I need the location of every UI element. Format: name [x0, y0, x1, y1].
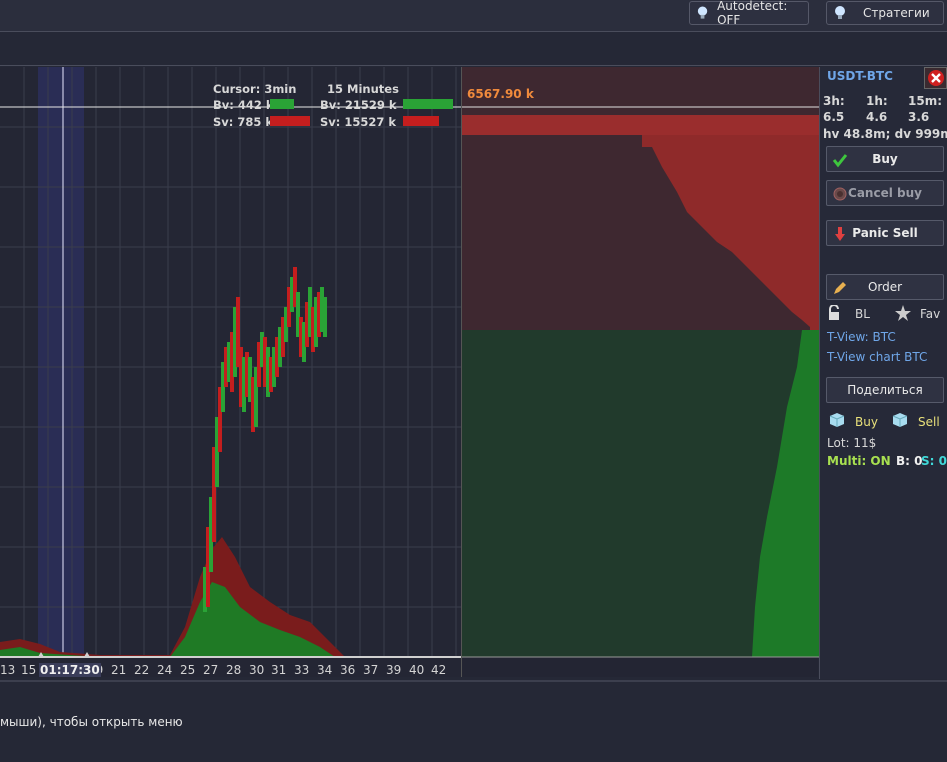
- x-tick: 42: [431, 663, 447, 677]
- price-chart[interactable]: Cursor: 3min 15 Minutes Bv: 442 k Bv: 21…: [0, 67, 461, 677]
- status-area: [0, 680, 947, 762]
- bv-interval-swatch: [403, 99, 453, 109]
- cube-buy-label[interactable]: Buy: [855, 415, 878, 429]
- s-count: S: 0: [921, 454, 947, 468]
- x-tick: 33: [294, 663, 310, 677]
- b-count: B: 0: [896, 454, 923, 468]
- autodetect-button[interactable]: Autodetect: OFF: [689, 0, 809, 27]
- bv-interval: Bv: 21529 k: [320, 98, 397, 112]
- lot-label: Lot: 11$: [827, 436, 877, 450]
- strategies-label: Стратегии: [863, 6, 930, 20]
- lightbulb-icon: [835, 6, 845, 19]
- depth-canvas: [462, 67, 819, 658]
- checkmark-icon: [832, 154, 848, 168]
- x-tick: 15: [21, 663, 37, 677]
- tf-15m-value: 3.6: [908, 110, 930, 124]
- tview-chart-link[interactable]: T-View chart BTC: [827, 350, 928, 364]
- x-tick: 28: [226, 663, 242, 677]
- x-tick: 24: [157, 663, 173, 677]
- star-icon[interactable]: [894, 304, 912, 322]
- order-button[interactable]: Order: [826, 274, 944, 300]
- x-tick: 25: [180, 663, 196, 677]
- cube-icon[interactable]: [892, 412, 908, 428]
- sv-interval-swatch: [403, 116, 439, 126]
- bl-label[interactable]: BL: [855, 307, 870, 321]
- x-tick: 30: [249, 663, 265, 677]
- cube-sell-label[interactable]: Sell: [918, 415, 940, 429]
- share-button[interactable]: Поделиться: [826, 377, 944, 403]
- x-tick: 31: [271, 663, 287, 677]
- x-tick: 37: [363, 663, 379, 677]
- cube-icon[interactable]: [829, 412, 845, 428]
- price-chart-canvas: [0, 67, 461, 658]
- buy-label: Buy: [872, 152, 898, 166]
- buy-button[interactable]: Buy: [826, 146, 944, 172]
- sv-cursor: Sv: 785 k: [213, 115, 274, 129]
- share-label: Поделиться: [847, 383, 923, 397]
- x-tick: 27: [203, 663, 219, 677]
- sv-cursor-swatch: [270, 116, 310, 126]
- autodetect-label: Autodetect: OFF: [717, 0, 788, 27]
- strategies-button[interactable]: Стратегии: [826, 1, 944, 25]
- panic-sell-label: Panic Sell: [852, 226, 918, 240]
- x-tick: 40: [409, 663, 425, 677]
- price-label: 6567.90 k: [467, 87, 534, 101]
- pair-title[interactable]: USDT-BTC: [827, 69, 893, 83]
- top-toolbar: Autodetect: OFF Стратегии: [0, 0, 947, 32]
- order-label: Order: [867, 280, 903, 294]
- tf-3h-label: 3h:: [823, 94, 845, 108]
- interval-label: 15 Minutes: [327, 82, 399, 96]
- panic-sell-button[interactable]: Panic Sell: [826, 220, 944, 246]
- tab-strip: [0, 33, 947, 66]
- x-tick: 36: [340, 663, 356, 677]
- x-tick: 13: [0, 663, 16, 677]
- lock-icon[interactable]: [826, 305, 842, 321]
- close-button[interactable]: [924, 67, 947, 89]
- sv-interval: Sv: 15527 k: [320, 115, 397, 129]
- status-hint: мыши), чтобы открыть меню: [0, 715, 183, 729]
- fav-label[interactable]: Fav: [920, 307, 941, 321]
- tf-15m-label: 15m:: [908, 94, 943, 108]
- cancel-buy-label: Cancel buy: [848, 186, 922, 200]
- volume-info: hv 48.8m; dv 999m: [823, 127, 947, 141]
- arrow-down-icon: [835, 227, 845, 241]
- tf-3h-value: 6.5: [823, 110, 845, 124]
- x-tick: 22: [134, 663, 150, 677]
- tf-1h-value: 4.6: [866, 110, 888, 124]
- cancel-icon: [833, 187, 847, 201]
- order-book-depth[interactable]: 6567.90 k: [461, 67, 819, 677]
- x-tick: 21: [111, 663, 127, 677]
- tview-link[interactable]: T-View: BTC: [827, 330, 896, 344]
- bv-cursor: Bv: 442 k: [213, 98, 274, 112]
- lightbulb-icon: [697, 6, 708, 19]
- x-tick: 39: [386, 663, 402, 677]
- cursor-time-label: 01:17:30: [39, 663, 101, 677]
- cursor-label: Cursor: 3min: [213, 82, 297, 96]
- close-icon: [928, 70, 944, 86]
- pencil-icon: [834, 282, 846, 294]
- cancel-buy-button[interactable]: Cancel buy: [826, 180, 944, 206]
- tf-1h-label: 1h:: [866, 94, 888, 108]
- x-tick: 34: [317, 663, 333, 677]
- bv-cursor-swatch: [270, 99, 294, 109]
- multi-label[interactable]: Multi: ON: [827, 454, 891, 468]
